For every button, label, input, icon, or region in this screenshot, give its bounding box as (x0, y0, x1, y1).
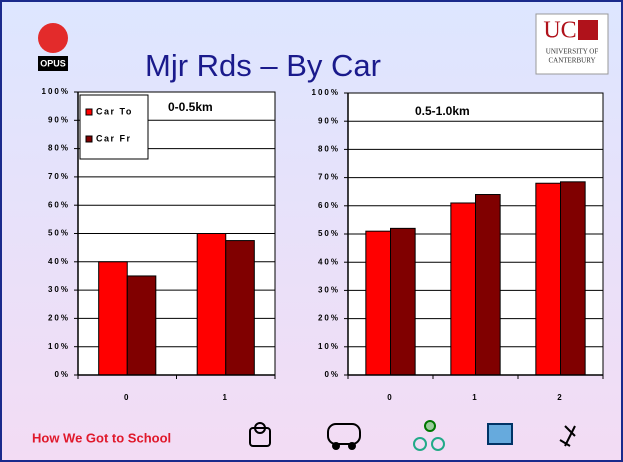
legend-label: Car To (96, 106, 133, 116)
uc-logo: UC UNIVERSITY OF CANTERBURY (535, 13, 609, 75)
legend-label: Car Fr (96, 133, 132, 143)
bar (475, 194, 501, 376)
bar (560, 181, 586, 376)
footer: How We Got to School (32, 430, 171, 445)
y-tick-label: 100% (312, 88, 340, 97)
y-tick-label: 100% (42, 87, 70, 96)
y-tick-label: 80% (318, 145, 340, 154)
bar (390, 227, 416, 376)
y-tick-label: 30% (48, 285, 70, 294)
footer-icons (249, 420, 576, 451)
legend-swatch (85, 135, 93, 143)
legend-swatch (85, 108, 93, 116)
y-tick-label: 60% (318, 201, 340, 210)
legend (79, 94, 149, 160)
slide-title: Mjr Rds – By Car (145, 48, 381, 83)
y-tick-label: 50% (318, 229, 340, 238)
opus-logo: OPUS (38, 23, 68, 71)
x-tick-label: 1 (472, 393, 478, 402)
y-tick-label: 10% (318, 342, 340, 351)
y-tick-label: 10% (48, 342, 70, 351)
bar (126, 275, 157, 376)
y-tick-label: 30% (318, 286, 340, 295)
y-tick-label: 40% (318, 257, 340, 266)
logo-line: UNIVERSITY OF (546, 48, 599, 56)
bar (450, 202, 477, 376)
logo-mark: UC (543, 18, 576, 44)
y-tick-label: 40% (48, 257, 70, 266)
x-tick-label: 0 (124, 393, 130, 402)
x-tick-label: 1 (223, 393, 229, 402)
logo-text: OPUS (40, 58, 66, 68)
bar (98, 261, 128, 376)
chart-title: 0-0.5km (168, 100, 213, 114)
y-tick-label: 90% (48, 115, 70, 124)
y-tick-label: 20% (48, 314, 70, 323)
y-tick-label: 0% (54, 370, 70, 379)
y-tick-label: 70% (318, 173, 340, 182)
logo-line: CANTERBURY (548, 57, 595, 65)
chart-title: 0.5-1.0km (415, 104, 470, 118)
x-tick-label: 2 (557, 393, 563, 402)
bar (365, 230, 392, 376)
y-tick-label: 0% (324, 370, 340, 379)
y-tick-label: 20% (318, 314, 340, 323)
bar (535, 182, 561, 376)
x-tick-label: 0 (387, 393, 393, 402)
bar (196, 233, 227, 376)
y-tick-label: 90% (318, 116, 340, 125)
y-tick-label: 70% (48, 172, 70, 181)
y-tick-label: 60% (48, 200, 70, 209)
y-tick-label: 80% (48, 144, 70, 153)
y-tick-label: 50% (48, 229, 70, 238)
bar (225, 240, 255, 376)
